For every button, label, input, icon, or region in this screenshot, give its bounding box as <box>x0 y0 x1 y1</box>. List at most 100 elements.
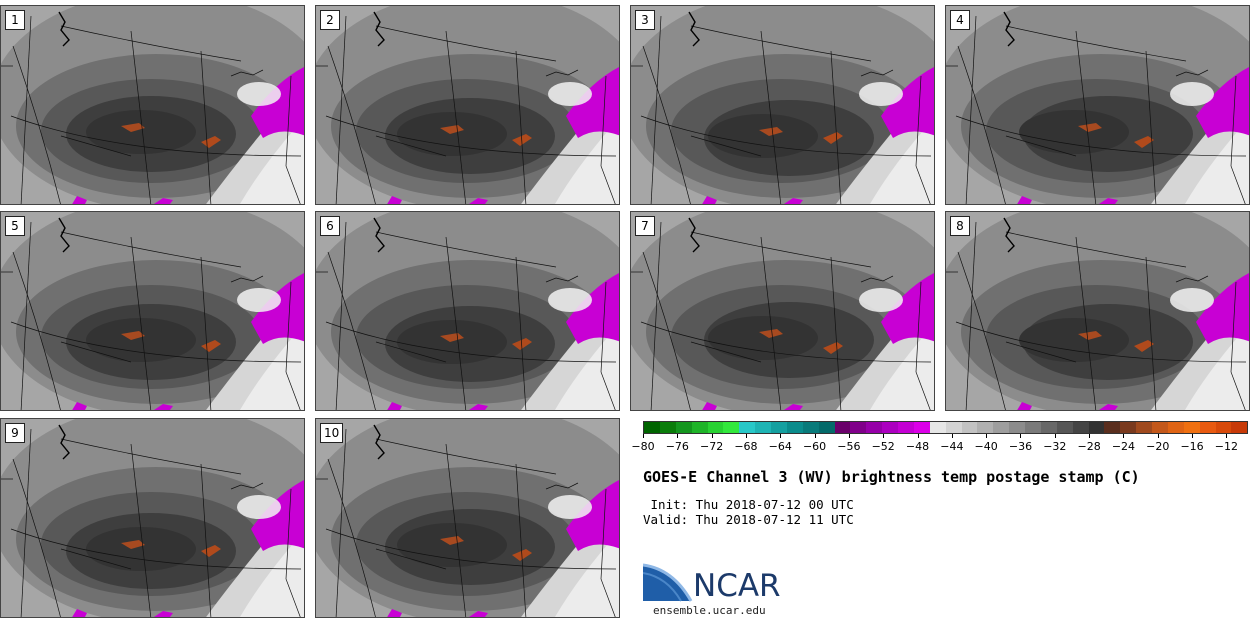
colorbar-tick-label: −76 <box>665 440 689 453</box>
colorbar-tick-mark <box>1123 434 1125 438</box>
colorbar-swatch <box>739 422 756 433</box>
figure-title: GOES-E Channel 3 (WV) brightness temp po… <box>643 468 1140 486</box>
colorbar-tick-label: −48 <box>905 440 930 453</box>
stamp-number: 10 <box>320 423 344 443</box>
stamp-number: 6 <box>320 216 340 236</box>
colorbar-swatch <box>1120 422 1137 433</box>
colorbar-tick-mark <box>883 434 885 438</box>
colorbar-tick-label: −52 <box>871 440 895 453</box>
colorbar-swatch <box>1136 422 1152 433</box>
postage-stamp-panel: 5 <box>0 211 305 411</box>
colorbar-swatch <box>929 422 946 433</box>
colorbar-tick-mark <box>1089 434 1091 438</box>
colorbar-tick-label: −36 <box>1008 440 1033 453</box>
colorbar-tick-label: −44 <box>940 440 964 453</box>
colorbar-swatch <box>1199 422 1216 433</box>
colorbar-swatch <box>818 422 835 433</box>
colorbar-swatch <box>898 422 914 433</box>
colorbar-tick-mark <box>917 434 919 438</box>
colorbar-swatch <box>802 422 819 433</box>
stamp-number: 8 <box>950 216 970 236</box>
colorbar-tick-mark <box>986 434 988 438</box>
colorbar-swatch <box>961 422 978 433</box>
colorbar-swatch <box>1072 422 1089 433</box>
postage-stamp-panel: 7 <box>630 211 935 411</box>
stamp-number: 5 <box>5 216 25 236</box>
colorbar-swatch <box>977 422 994 433</box>
colorbar-tick-label: −56 <box>837 440 861 453</box>
colorbar-swatch <box>1104 422 1121 433</box>
colorbar-ticks: −80 −76 −72 −68 −64 −60 −56 −52 −48 −44 −40 −36 −32−… <box>631 434 1248 458</box>
colorbar-tick-mark <box>643 434 644 438</box>
site-url: ensemble.ucar.edu <box>653 604 766 617</box>
colorbar-swatch <box>771 422 787 433</box>
colorbar <box>643 421 1248 434</box>
colorbar-swatch <box>882 422 898 433</box>
colorbar-tick-mark <box>711 434 713 438</box>
colorbar-swatch <box>945 422 962 433</box>
colorbar-tick-label: −40 <box>974 440 998 453</box>
postage-stamp-panel: 6 <box>315 211 620 411</box>
colorbar-tick-mark <box>677 434 679 438</box>
stamp-number: 1 <box>5 10 25 30</box>
colorbar-swatch <box>1167 422 1184 433</box>
colorbar-swatch <box>659 422 676 433</box>
colorbar-swatch <box>1040 422 1057 433</box>
colorbar-tick-mark <box>814 434 816 438</box>
colorbar-tick-mark <box>745 434 747 438</box>
colorbar-tick-label: −20 <box>1146 440 1170 453</box>
colorbar-swatch <box>691 422 708 433</box>
colorbar-tick-mark <box>780 434 782 438</box>
colorbar-swatch <box>1231 422 1248 433</box>
colorbar-swatch <box>1056 422 1073 433</box>
colorbar-tick-label: −24 <box>1111 440 1136 453</box>
valid-time: Valid: Thu 2018-07-12 11 UTC <box>643 512 854 527</box>
postage-stamp-panel: 1 <box>0 5 305 205</box>
colorbar-tick-mark <box>848 434 850 438</box>
colorbar-swatch <box>1183 422 1200 433</box>
stamp-number: 4 <box>950 10 970 30</box>
stamp-number: 2 <box>320 10 340 30</box>
postage-stamp-panel: 4 <box>945 5 1250 205</box>
postage-stamp-panel: 2 <box>315 5 620 205</box>
colorbar-tick-mark <box>1226 434 1228 438</box>
colorbar-swatch <box>786 422 803 433</box>
postage-stamp-panel: 3 <box>630 5 935 205</box>
colorbar-swatch <box>834 422 851 433</box>
colorbar-swatch <box>850 422 867 433</box>
colorbar-swatch <box>755 422 771 433</box>
colorbar-tick-label: −68 <box>734 440 758 453</box>
colorbar-swatch <box>1088 422 1105 433</box>
ncar-logo-icon <box>643 563 693 602</box>
stamp-number: 9 <box>5 423 25 443</box>
colorbar-tick-label: −60 <box>802 440 827 453</box>
colorbar-tick-mark <box>951 434 953 438</box>
postage-stamp-panel: 9 <box>0 418 305 618</box>
init-time: Init: Thu 2018-07-12 00 UTC <box>643 497 854 512</box>
colorbar-tick-mark <box>1192 434 1194 438</box>
colorbar-swatch <box>675 422 692 433</box>
logo-text: NCAR <box>693 568 781 604</box>
colorbar-swatch <box>866 422 883 433</box>
colorbar-swatch <box>723 422 740 433</box>
colorbar-tick-mark <box>1157 434 1159 438</box>
colorbar-tick-mark <box>1020 434 1022 438</box>
colorbar-tick-mark <box>1054 434 1056 438</box>
stamp-number: 3 <box>635 10 655 30</box>
colorbar-swatch <box>1009 422 1025 433</box>
colorbar-swatch <box>1152 422 1168 433</box>
postage-stamp-panel: 10 <box>315 418 620 618</box>
colorbar-tick-label: −32 <box>1043 440 1067 453</box>
colorbar-tick-label: −80 <box>631 440 655 453</box>
colorbar-swatch <box>993 422 1010 433</box>
colorbar-tick-label: −16 <box>1180 440 1204 453</box>
colorbar-tick-label: −12 <box>1214 440 1238 453</box>
colorbar-swatch <box>1215 422 1232 433</box>
stamp-number: 7 <box>635 216 655 236</box>
colorbar-swatch <box>1025 422 1041 433</box>
colorbar-swatch <box>913 422 930 433</box>
colorbar-tick-label: −28 <box>1077 440 1101 453</box>
postage-stamp-panel: 8 <box>945 211 1250 411</box>
colorbar-tick-label: −72 <box>700 440 724 453</box>
colorbar-swatch <box>644 422 660 433</box>
